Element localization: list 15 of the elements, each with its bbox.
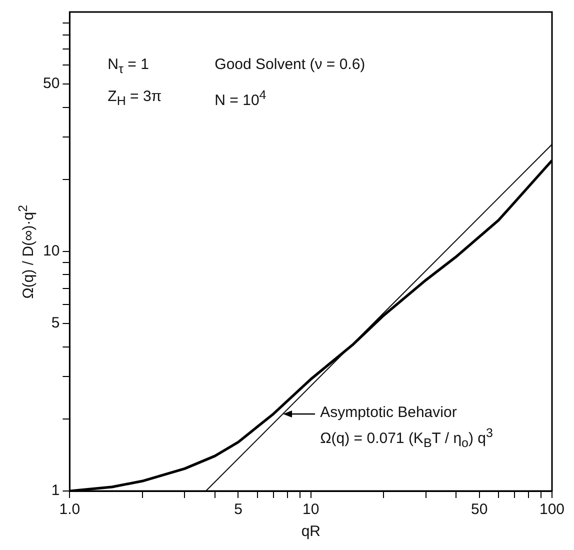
y-tick-label: 50 bbox=[42, 75, 60, 92]
y-tick-label: 1 bbox=[51, 482, 60, 500]
y-tick-label: 10 bbox=[42, 242, 60, 260]
annotation: Good Solvent (ν = 0.6) bbox=[214, 55, 366, 75]
y-tick-label: 5 bbox=[51, 314, 60, 332]
annotation: N$_{τ}$ = 1 bbox=[108, 55, 149, 78]
annotation: N = 10$^{4}$ bbox=[214, 87, 266, 111]
annotation: Z$_{H}$ = 3π bbox=[108, 87, 162, 110]
x-tick-label: 1.0 bbox=[59, 501, 80, 518]
x-tick-label: 100 bbox=[539, 501, 565, 518]
x-tick-label: 10 bbox=[302, 501, 320, 518]
x-tick-label: 50 bbox=[471, 501, 488, 518]
annotation: Asymptotic Behavior Ω(q) = 0.071 (K$_{B}$T / η$_{o}$) q$^{3}$ bbox=[320, 402, 493, 452]
x-axis-title: qR bbox=[301, 522, 321, 542]
x-tick-label: 5 bbox=[234, 501, 242, 518]
